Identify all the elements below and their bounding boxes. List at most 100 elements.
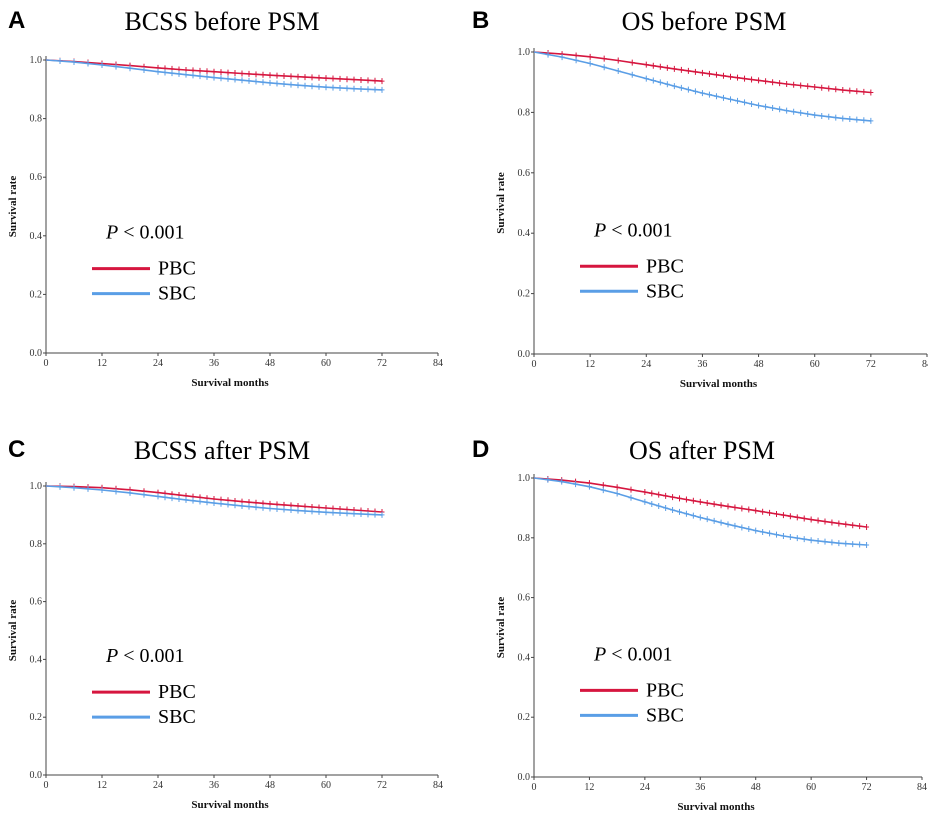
censor-mark-sbc [211, 74, 217, 81]
p-value-text: P < 0.001 [105, 222, 185, 244]
censor-mark-pbc [197, 67, 203, 74]
y-tick-label: 0.0 [30, 348, 43, 359]
censor-mark-sbc [190, 497, 196, 504]
censor-mark-pbc [861, 88, 867, 95]
km-chart-os-after: D OS after PSM 0.0 0.2 0.4 0.6 0.8 1.0 0 12 24 36 48… [472, 436, 927, 813]
censor-mark-sbc [685, 86, 691, 93]
legend-label-pbc: PBC [158, 681, 196, 703]
panel-letter: C [8, 436, 25, 463]
y-tick-label: 0.2 [30, 289, 43, 300]
censor-mark-sbc [614, 490, 620, 497]
censor-mark-sbc [833, 114, 839, 121]
censor-mark-sbc [794, 535, 800, 542]
censor-mark-sbc [155, 68, 161, 75]
censor-mark-sbc [281, 81, 287, 88]
chart-title: BCSS before PSM [124, 7, 319, 36]
censor-mark-sbc [260, 504, 266, 511]
x-tick-label: 60 [321, 358, 331, 369]
censor-mark-pbc [763, 78, 769, 85]
x-tick-label: 12 [97, 358, 107, 369]
legend-label-sbc: SBC [646, 280, 684, 302]
censor-mark-sbc [663, 504, 669, 511]
censor-mark-sbc [218, 500, 224, 507]
censor-mark-sbc [232, 76, 238, 83]
censor-mark-sbc [573, 481, 579, 488]
x-tick-label: 72 [377, 358, 387, 369]
censor-mark-sbc [720, 94, 726, 101]
censor-mark-pbc [204, 68, 210, 75]
censor-mark-sbc [735, 97, 741, 104]
panel-letter: B [472, 7, 489, 34]
censor-mark-sbc [323, 509, 329, 516]
censor-mark-sbc [774, 531, 779, 538]
censor-mark-pbc [767, 509, 773, 516]
censor-mark-pbc [281, 72, 287, 79]
y-tick-label: 0.8 [30, 539, 43, 550]
censor-mark-pbc [742, 75, 748, 82]
x-tick-label: 24 [641, 359, 651, 370]
censor-mark-sbc [99, 487, 105, 494]
x-tick-label: 72 [862, 782, 872, 793]
censor-mark-sbc [699, 90, 705, 97]
censor-mark-sbc [697, 514, 703, 521]
panel-d: D OS after PSM 0.0 0.2 0.4 0.6 0.8 1.0 0 12 24 36 48… [464, 409, 928, 818]
x-tick-label: 24 [153, 780, 163, 791]
censor-mark-sbc [854, 116, 860, 123]
censor-mark-pbc [232, 70, 238, 77]
censor-mark-sbc [657, 79, 663, 86]
censor-mark-sbc [141, 66, 147, 73]
censor-mark-sbc [760, 528, 766, 535]
censor-mark-sbc [330, 84, 336, 91]
censor-mark-pbc [829, 519, 835, 526]
censor-mark-sbc [267, 505, 273, 512]
censor-mark-pbc [323, 75, 329, 82]
censor-mark-pbc [211, 68, 217, 75]
censor-mark-sbc [365, 86, 371, 93]
censor-mark-pbc [713, 71, 719, 78]
x-tick-label: 84 [922, 359, 928, 370]
censor-mark-sbc [840, 115, 846, 122]
censor-mark-sbc [113, 63, 119, 70]
censor-mark-pbc [309, 74, 315, 81]
y-tick-label: 0.6 [30, 172, 43, 183]
x-tick-label: 48 [265, 780, 275, 791]
censor-mark-sbc [351, 510, 357, 517]
censor-mark-pbc [656, 491, 662, 498]
censor-mark-pbc [288, 73, 294, 80]
censor-mark-sbc [281, 506, 287, 513]
censor-mark-pbc [801, 515, 807, 522]
censor-mark-pbc [746, 506, 752, 513]
y-tick-label: 0.2 [30, 712, 43, 723]
censor-mark-sbc [379, 511, 385, 518]
censor-mark-sbc [162, 69, 168, 76]
censor-mark-pbc [629, 59, 635, 66]
censor-mark-pbc [868, 89, 874, 96]
x-tick-label: 36 [695, 782, 705, 793]
censor-mark-sbc [127, 65, 133, 72]
censor-mark-pbc [777, 80, 783, 87]
censor-mark-pbc [295, 73, 301, 80]
censor-mark-sbc [692, 88, 698, 95]
censor-mark-pbc [274, 72, 280, 79]
censor-mark-sbc [260, 79, 266, 86]
p-value: < 0.001 [606, 643, 672, 665]
censor-mark-pbc [663, 492, 669, 499]
censor-mark-sbc [344, 85, 350, 92]
censor-mark-sbc [819, 112, 825, 119]
censor-mark-sbc [337, 84, 343, 91]
censor-mark-pbc [260, 71, 266, 78]
x-axis-label: Survival months [191, 799, 269, 811]
y-tick-label: 0.8 [30, 114, 43, 125]
censor-mark-sbc [316, 83, 322, 90]
censor-mark-sbc [857, 541, 863, 548]
panel-a: A BCSS before PSM 0.0 0.2 0.4 0.6 0.8 1.0 0 12 24 3… [0, 0, 464, 409]
censor-mark-pbc [794, 514, 800, 521]
x-tick-label: 24 [640, 782, 650, 793]
y-tick-label: 0.6 [30, 597, 43, 608]
censor-mark-sbc [728, 96, 733, 103]
censor-mark-pbc [784, 81, 790, 88]
censor-mark-sbc [756, 102, 762, 109]
censor-mark-sbc [190, 72, 196, 79]
x-tick-label: 0 [44, 358, 49, 369]
censor-mark-sbc [805, 110, 811, 117]
